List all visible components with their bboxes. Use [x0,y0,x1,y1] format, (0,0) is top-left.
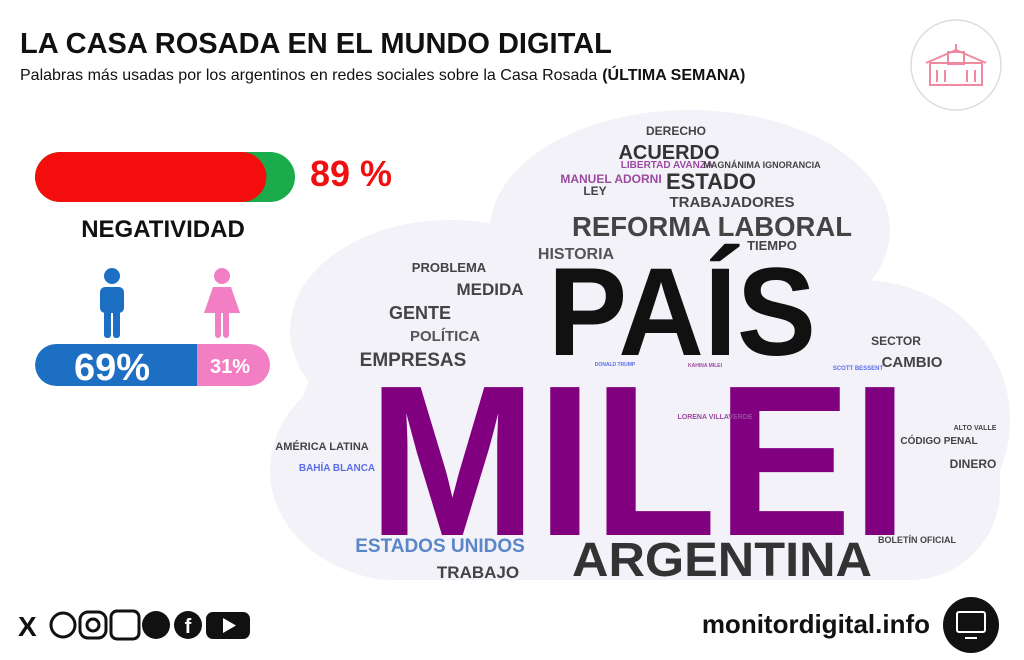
female-icon [204,268,240,338]
cloud-word: SCOTT BESSENT [833,366,884,372]
female-label: 31% [210,356,250,378]
cloud-word: DERECHO [646,124,706,138]
svg-text:X: X [18,611,37,642]
male-icon [100,268,124,338]
negativity-caption: NEGATIVIDAD [81,216,245,243]
logo [910,19,1002,111]
negativity-label: 89 % [310,153,392,194]
cloud-word: LEY [583,184,606,198]
cloud-word: POLÍTICA [410,328,480,345]
cloud-word: BAHÍA BLANCA [299,461,375,474]
social-icons: X f [18,609,250,642]
subtitle: Palabras más usadas por los argentinos e… [20,65,745,84]
cloud-word: TRABAJO [437,563,519,582]
cloud-word: BOLETÍN OFICIAL [878,535,956,545]
cloud-word: ARGENTINA [572,534,872,587]
cloud-word: ESTADO [666,169,756,194]
cloud-word: DONALD TRUMP [595,362,636,368]
gender-bar [35,344,270,386]
cloud-word: EMPRESAS [360,350,467,371]
cloud-word: GENTE [389,303,451,323]
subtitle-bold: (ÚLTIMA SEMANA) [602,65,745,84]
male-label: 69% [74,347,150,389]
cloud-word: LIBERTAD AVANZA [621,160,713,171]
negativity-bar [35,152,295,202]
title: LA CASA ROSADA EN EL MUNDO DIGITAL [20,28,612,60]
cloud-word: MEDIDA [456,280,523,299]
cloud-word: MANUEL ADORNI [560,172,661,186]
cloud-word: REFORMA LABORAL [572,211,852,242]
cloud-word: MAGNÁNIMA IGNORANCIA [703,160,821,170]
male-fill [35,344,198,386]
svg-text:f: f [185,616,192,638]
cloud-word: ACUERDO [618,142,719,164]
cloud-word: TIEMPO [747,238,797,253]
cloud-word: ESTADOS UNIDOS [355,536,525,557]
cloud-word: SECTOR [871,334,921,348]
cloud-word: KAHINA MILEI [688,363,723,369]
male-fill-edge [176,344,198,386]
negativity-fill [35,152,267,202]
cloud-word: PROBLEMA [412,260,487,275]
cloud-word: MILEI [368,340,908,581]
cloud-word: CAMBIO [882,354,943,371]
cloud-word: LORENA VILLAVERDE [677,414,752,421]
subtitle-text: Palabras más usadas por los argentinos e… [20,67,597,84]
cloud-word: PAÍS [548,243,816,382]
cloud-word: TRABAJADORES [669,194,794,211]
cloud-word: DINERO [950,457,997,471]
cloud-word: ALTO VALLE [954,425,997,432]
cloud-word: AMÉRICA LATINA [275,440,369,453]
cloud-shape [270,110,1010,580]
cloud-word: CÓDIGO PENAL [900,434,977,447]
cloud-word: HISTORIA [538,246,615,263]
site-icon [943,597,999,653]
female-fill [197,344,270,386]
site-url: monitordigital.info [702,609,930,639]
